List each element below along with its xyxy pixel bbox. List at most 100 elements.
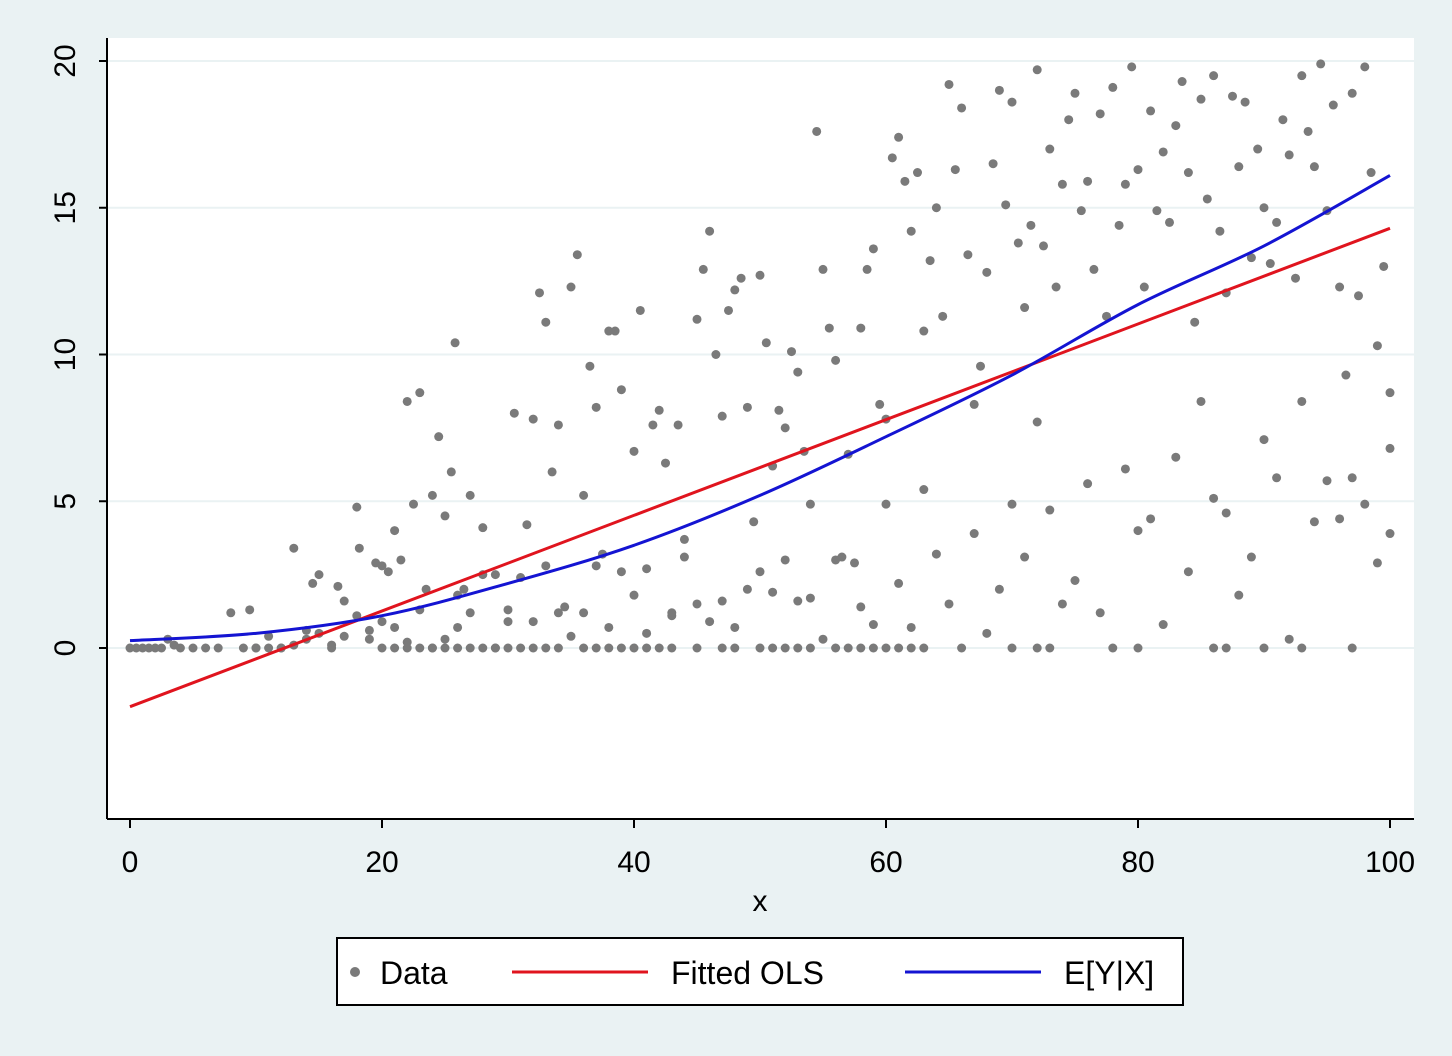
data-point bbox=[465, 643, 475, 653]
data-point bbox=[944, 599, 954, 609]
fit-lines bbox=[129, 174, 1391, 709]
x-tick-label: 0 bbox=[122, 846, 139, 879]
data-point bbox=[553, 643, 563, 653]
data-point bbox=[667, 611, 677, 621]
data-point bbox=[919, 326, 929, 336]
data-point bbox=[1039, 241, 1048, 251]
data-point bbox=[831, 643, 841, 653]
data-point bbox=[780, 643, 790, 653]
x-tick-label: 80 bbox=[1121, 846, 1154, 879]
data-point bbox=[654, 405, 664, 415]
data-point bbox=[963, 250, 973, 260]
data-point bbox=[705, 617, 715, 627]
data-point bbox=[1032, 643, 1042, 653]
data-point bbox=[1001, 200, 1011, 210]
data-point bbox=[679, 552, 689, 562]
y-tick-label: 20 bbox=[49, 44, 82, 77]
data-point bbox=[465, 490, 475, 500]
data-point bbox=[245, 605, 255, 615]
data-point bbox=[1165, 217, 1174, 227]
data-point bbox=[490, 643, 500, 653]
data-point bbox=[850, 558, 859, 568]
data-point bbox=[396, 555, 406, 565]
data-point bbox=[352, 502, 362, 512]
data-point bbox=[1259, 643, 1269, 653]
data-point bbox=[333, 581, 343, 591]
x-tick-label: 20 bbox=[365, 846, 398, 879]
data-point bbox=[1322, 476, 1332, 486]
data-point bbox=[264, 643, 274, 653]
data-point bbox=[1297, 396, 1307, 406]
data-point bbox=[591, 561, 601, 571]
data-point bbox=[831, 555, 841, 565]
data-point bbox=[1146, 514, 1156, 524]
data-point bbox=[1347, 88, 1357, 98]
data-point bbox=[1095, 109, 1105, 119]
data-point bbox=[1045, 505, 1055, 515]
data-point bbox=[213, 643, 223, 653]
data-point bbox=[1246, 253, 1256, 263]
data-point bbox=[440, 643, 450, 653]
data-point bbox=[629, 590, 639, 600]
data-point bbox=[339, 631, 349, 641]
data-point bbox=[969, 529, 979, 539]
data-point bbox=[610, 326, 620, 336]
grid-lines bbox=[107, 60, 1414, 649]
data-point bbox=[805, 499, 815, 509]
x-tick-label: 40 bbox=[617, 846, 650, 879]
data-point bbox=[157, 643, 166, 653]
data-point bbox=[950, 165, 960, 175]
data-point bbox=[1158, 620, 1168, 630]
data-point bbox=[490, 570, 500, 580]
data-point bbox=[1026, 220, 1036, 230]
legend-label-data: Data bbox=[380, 955, 448, 991]
data-point bbox=[503, 643, 513, 653]
data-point bbox=[1120, 179, 1130, 189]
data-point bbox=[881, 643, 891, 653]
data-point bbox=[1253, 144, 1263, 154]
data-point bbox=[1366, 168, 1376, 178]
data-point bbox=[1070, 88, 1080, 98]
data-point bbox=[1120, 464, 1130, 474]
y-tick-label: 0 bbox=[49, 640, 82, 657]
data-point bbox=[553, 608, 563, 618]
data-point bbox=[251, 643, 261, 653]
data-point bbox=[377, 617, 387, 627]
data-point bbox=[919, 643, 929, 653]
data-point bbox=[1209, 493, 1219, 503]
data-point bbox=[1341, 370, 1351, 380]
data-point bbox=[1114, 220, 1124, 230]
data-point bbox=[1372, 341, 1382, 351]
data-point bbox=[238, 643, 248, 653]
data-point bbox=[1335, 514, 1345, 524]
data-point bbox=[642, 564, 652, 574]
data-point bbox=[755, 643, 765, 653]
data-point bbox=[440, 634, 450, 644]
data-point bbox=[1102, 311, 1111, 321]
data-point bbox=[994, 584, 1004, 594]
data-point bbox=[352, 611, 362, 621]
data-point bbox=[1095, 608, 1105, 618]
legend: Data Fitted OLS E[Y|X] bbox=[336, 937, 1184, 1006]
data-point bbox=[377, 643, 387, 653]
data-point bbox=[711, 350, 721, 359]
data-point bbox=[1309, 162, 1319, 172]
data-point bbox=[875, 399, 885, 409]
data-point bbox=[1108, 82, 1118, 92]
data-point bbox=[812, 126, 822, 136]
data-point bbox=[522, 520, 532, 530]
data-point bbox=[327, 643, 337, 653]
data-point bbox=[1108, 643, 1118, 653]
data-point bbox=[339, 596, 349, 606]
data-point bbox=[780, 555, 790, 565]
data-point bbox=[616, 385, 626, 395]
data-point bbox=[541, 561, 551, 571]
data-point bbox=[761, 338, 771, 348]
data-point bbox=[900, 176, 910, 186]
x-axis-title: x bbox=[753, 885, 768, 918]
data-point bbox=[1347, 473, 1357, 483]
data-point bbox=[364, 634, 374, 644]
data-point bbox=[138, 643, 148, 653]
data-point bbox=[1057, 179, 1067, 189]
